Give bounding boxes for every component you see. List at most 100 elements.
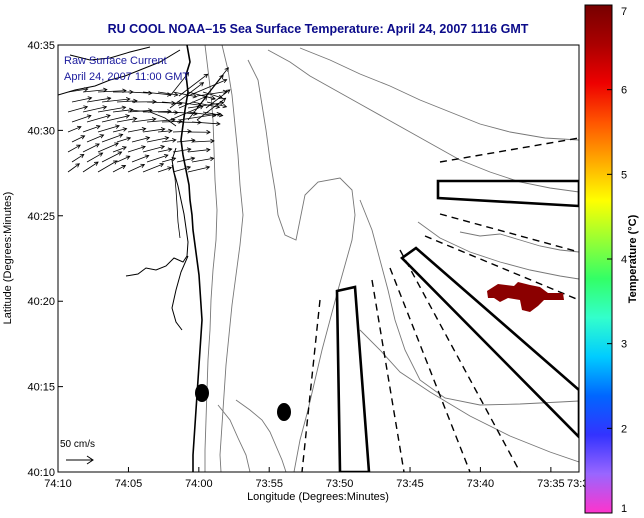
surface-current-vectors [67, 67, 231, 173]
current-vector [86, 114, 111, 123]
current-vector [86, 96, 112, 103]
current-vector [82, 143, 100, 153]
current-vector [131, 154, 150, 163]
current-vector [116, 155, 131, 163]
current-vector [127, 145, 146, 153]
current-vector [71, 135, 86, 143]
current-vector [176, 156, 196, 163]
current-vector [146, 136, 170, 143]
current-vector [172, 129, 192, 134]
current-vector [142, 162, 165, 173]
current-vector [202, 91, 223, 100]
buoy-marker-2 [277, 403, 291, 421]
current-vector [172, 147, 192, 153]
current-vector [127, 163, 146, 173]
current-vector [67, 163, 80, 173]
current-vector [205, 67, 229, 97]
y-axis-label: Latitude (Degrees:Minutes) [2, 192, 14, 325]
map-layer [58, 45, 579, 472]
current-vector [187, 95, 208, 121]
colorbar-label: Temperature (°C) [627, 214, 639, 303]
current-vector [116, 136, 132, 143]
current-vector [161, 156, 177, 163]
current-vector [127, 126, 147, 133]
river-channel [129, 109, 181, 239]
inland-shoreline [58, 46, 189, 331]
current-vector [142, 91, 172, 97]
y-tick-label: 40:20 [27, 296, 55, 308]
bathymetry-contours [204, 45, 579, 472]
plot-frame [57, 44, 580, 473]
current-vector [101, 114, 131, 123]
current-vector [131, 117, 157, 123]
colorbar-tick-label: 1 [621, 503, 627, 515]
current-vector [169, 71, 190, 97]
y-tick-label: 40:25 [27, 211, 55, 223]
radar-sector-dashes [301, 137, 579, 472]
current-vector [157, 91, 179, 97]
inset-legend-time: April 24, 2007 11:00 GMT [64, 71, 189, 83]
y-tick-label: 40:30 [27, 125, 55, 137]
current-vector [142, 145, 166, 153]
current-vector [71, 153, 85, 163]
colorbar-tick-label: 7 [621, 6, 627, 18]
current-vector [187, 147, 211, 153]
x-tick-label: 73:3 [567, 478, 588, 490]
current-vector [116, 116, 138, 123]
x-tick-label: 73:40 [467, 478, 495, 490]
current-vector [86, 134, 105, 143]
x-tick-label: 74:00 [185, 478, 213, 490]
colorbar-ticks: 1 2 3 4 5 6 7 [607, 4, 627, 515]
y-tick-label: 40:15 [27, 382, 55, 394]
scale-arrow [66, 455, 94, 465]
colorbar-tick-label: 5 [621, 169, 627, 181]
current-vector [82, 87, 108, 93]
current-vector [157, 128, 173, 134]
current-vector [196, 97, 227, 121]
y-axis-ticks: 40:10 40:15 40:20 40:25 40:30 40:35 [27, 40, 63, 479]
current-vector [67, 125, 82, 133]
x-tick-label: 74:05 [115, 478, 143, 490]
y-tick-label: 40:10 [27, 467, 55, 479]
inset-legend-title: Raw Surface Current [64, 55, 167, 67]
current-vector [172, 165, 192, 173]
x-tick-label: 73:35 [537, 478, 565, 490]
current-vector [187, 129, 211, 135]
current-vector [82, 124, 101, 133]
current-vector [146, 153, 169, 163]
current-vector [112, 107, 134, 113]
current-vector [71, 96, 93, 103]
current-vector [97, 142, 119, 153]
current-vector [187, 165, 211, 173]
current-vector [101, 97, 131, 103]
sst-patch [487, 282, 564, 312]
current-vector [67, 144, 81, 153]
current-vector [97, 160, 118, 173]
current-vector [142, 127, 166, 133]
current-vector [67, 87, 89, 93]
x-tick-label: 73:50 [326, 478, 354, 490]
current-vector [71, 114, 92, 123]
current-vector [205, 89, 231, 109]
x-tick-label: 73:55 [255, 478, 283, 490]
current-vector [82, 161, 99, 173]
buoy-marker-1 [195, 384, 209, 402]
sampling-areas [335, 179, 579, 472]
current-vector [157, 147, 173, 153]
current-vector [191, 138, 215, 144]
chart-title: RU COOL NOAA–15 Sea Surface Temperature:… [108, 22, 529, 36]
current-vector [191, 121, 221, 126]
current-vector [172, 91, 198, 99]
current-vector [101, 151, 123, 163]
current-vector [178, 111, 222, 121]
current-vector [67, 105, 89, 113]
x-axis-label: Longitude (Degrees:Minutes) [247, 491, 389, 503]
current-vector [97, 105, 127, 113]
current-vector [142, 109, 172, 114]
current-vector [161, 138, 177, 143]
colorbar-tick-label: 2 [621, 423, 627, 435]
current-vector [191, 156, 215, 163]
colorbar-tick-label: 6 [621, 85, 627, 97]
colorbar-tick-label: 4 [621, 254, 627, 266]
